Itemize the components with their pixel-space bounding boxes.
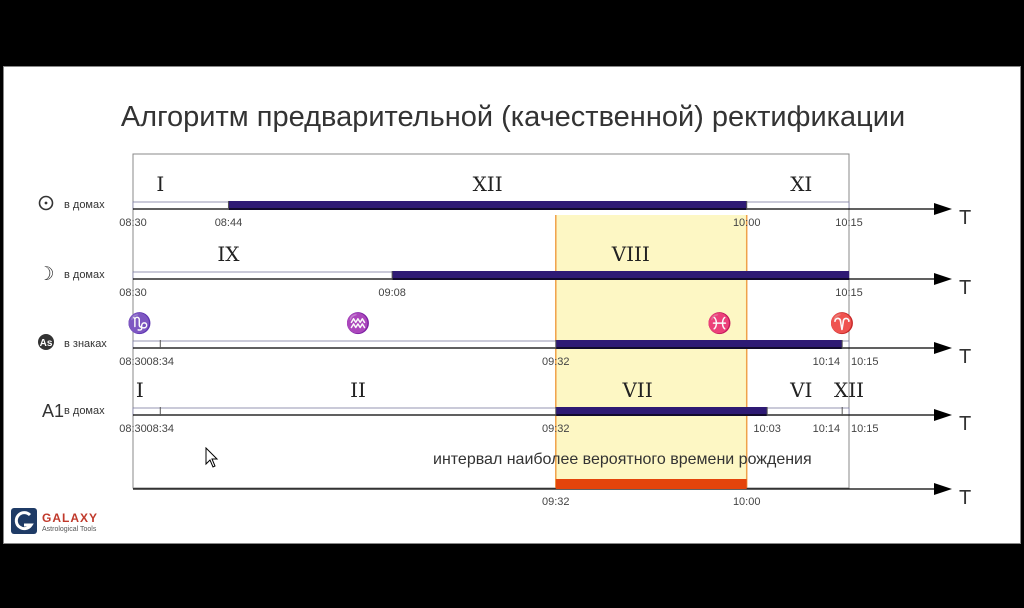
row-4-segment-label: I xyxy=(136,378,144,402)
row-4-axis-t-label: T xyxy=(959,413,971,435)
row-1-time-label: 08:30 xyxy=(119,217,147,229)
row-4-segment-label: II xyxy=(350,378,366,402)
row-3-time-label: 10:14 xyxy=(813,356,841,368)
row-4-time-label: 10:14 xyxy=(813,423,841,435)
summary-time-label: 10:00 xyxy=(733,496,761,508)
row-3-axis-t-label: T xyxy=(959,346,971,368)
logo-subtitle: Astrological Tools xyxy=(42,526,97,533)
interval-label: интервал наиболее вероятного времени рож… xyxy=(433,451,812,468)
row-1-segment-label: XI xyxy=(790,172,812,196)
row-3-time-label: 09:32 xyxy=(542,356,570,368)
row-4-label: в домах xyxy=(64,405,105,417)
row-2-axis-arrow xyxy=(934,273,952,285)
row-2-segment-label: IX xyxy=(217,242,240,266)
row-1-label: в домах xyxy=(64,199,105,211)
row-3-axis-arrow xyxy=(934,342,952,354)
row-1-axis-arrow xyxy=(934,203,952,215)
row-4-segment-label: VI xyxy=(789,378,812,402)
rectification-timeline-diagram: T08:30 08:44 10:00 10:15I XII XIв домахT08:30… xyxy=(37,153,971,509)
row-1-time-label: 10:00 xyxy=(733,217,761,229)
row-4-axis-arrow xyxy=(934,409,952,421)
sun-icon-dot xyxy=(44,201,48,205)
summary-interval-bar xyxy=(555,479,747,489)
galaxy-logo-icon xyxy=(11,508,37,534)
mouse-cursor-icon xyxy=(205,447,219,468)
row-1-segment-label: XII xyxy=(473,172,503,196)
sun-icon xyxy=(38,195,54,211)
row-4-segment-label: VII xyxy=(621,378,652,402)
row-2-bar-1 xyxy=(392,271,849,280)
row-4-time-label: 08:34 xyxy=(147,423,175,435)
summary-axis-arrow xyxy=(934,483,952,495)
row-3-time-label: 08:30 xyxy=(119,356,147,368)
slide-title: Алгоритм предварительной (качественной) … xyxy=(120,101,906,133)
row-3-symbol: As xyxy=(40,338,53,349)
row-4-time-label: 10:15 xyxy=(851,423,879,435)
row-4-symbol: A1 xyxy=(42,401,64,421)
logo-name: GALAXY xyxy=(42,511,99,525)
row-3-segment-label: ♒ xyxy=(346,311,371,335)
row-2-axis-t-label: T xyxy=(959,277,971,299)
row-1-segment-label: I xyxy=(156,172,164,196)
row-4-time-label: 10:03 xyxy=(753,423,781,435)
row-1-bar-1 xyxy=(228,201,747,210)
row-3-time-label: 10:15 xyxy=(851,356,879,368)
row-3-segment-label: ♈ xyxy=(830,311,855,335)
slide: Алгоритм предварительной (качественной) … xyxy=(3,66,1021,544)
row-3-label: в знаках xyxy=(64,338,107,350)
row-2-label: в домах xyxy=(64,269,105,281)
row-2-time-label: 09:08 xyxy=(378,287,406,299)
row-3-time-label: 08:34 xyxy=(147,356,175,368)
row-4-time-label: 08:30 xyxy=(119,423,147,435)
row-1-time-label: 10:15 xyxy=(835,217,863,229)
row-1-time-label: 08:44 xyxy=(215,217,243,229)
diagram-frame xyxy=(132,153,850,489)
ascendant-icon xyxy=(38,334,54,350)
summary-time-label: 09:32 xyxy=(542,496,570,508)
row-2-segment-label: VIII xyxy=(611,242,650,266)
row-2-symbol: ☽ xyxy=(37,264,54,285)
row-1-axis-t-label: T xyxy=(959,207,971,229)
row-3-segment-label: ♓ xyxy=(707,311,732,335)
row-2-time-label: 10:15 xyxy=(835,287,863,299)
row-4-segment-label: XII xyxy=(834,378,864,402)
galaxy-logo: GALAXY Astrological Tools xyxy=(10,507,130,541)
row-3-bar-1 xyxy=(555,340,843,349)
row-4-time-label: 09:32 xyxy=(542,423,570,435)
highlight-band xyxy=(555,215,747,488)
row-3-segment-label: ♑ xyxy=(127,311,152,335)
summary-axis-t-label: T xyxy=(959,487,971,509)
row-2-time-label: 08:30 xyxy=(119,287,147,299)
row-4-bar-1 xyxy=(555,407,768,416)
